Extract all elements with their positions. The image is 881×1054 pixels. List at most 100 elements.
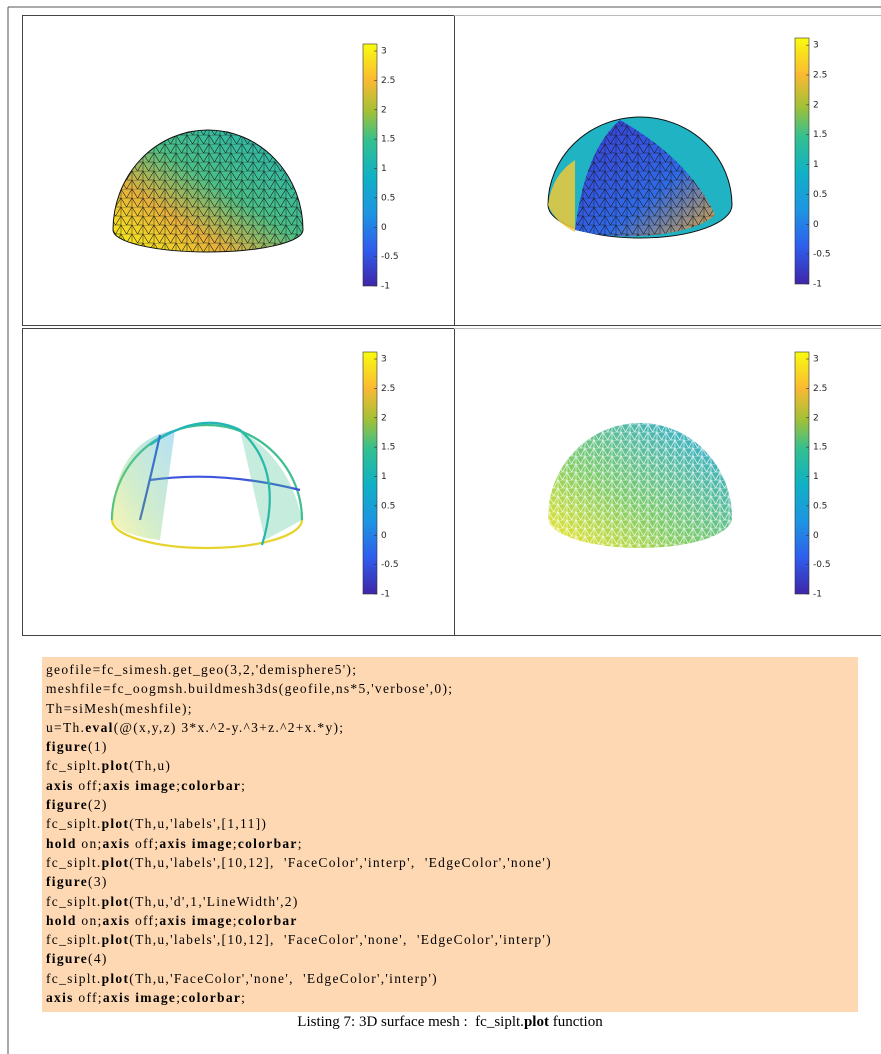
code-line: figure(4)	[46, 949, 858, 968]
code-line: figure(3)	[46, 872, 858, 891]
caption: Listing 7: 3D surface mesh : fc_siplt.pl…	[0, 1014, 881, 1031]
colorbar-tick-label: 2.5	[381, 76, 395, 86]
code-line: meshfile=fc_oogmsh.buildmesh3ds(geofile,…	[46, 679, 858, 698]
colorbar-tick-label: 1.5	[381, 135, 395, 145]
colorbar-tick-label: 1	[381, 164, 387, 174]
wireframe-mesh	[112, 430, 175, 540]
code-line: axis off;axis image;colorbar;	[46, 988, 858, 1007]
colorbar-tick-label: -1	[381, 590, 390, 600]
code-token: eval	[85, 719, 114, 735]
code-token: ;	[297, 835, 303, 851]
code-token: off;	[73, 990, 103, 1006]
colorbar-tick-label: 1	[381, 472, 387, 482]
colorbar-tick-label: 3	[381, 355, 387, 365]
code-token: ;	[176, 990, 182, 1006]
code-line: fc_siplt.plot(Th,u,'labels',[10,12], 'Fa…	[46, 930, 858, 949]
code-token: figure	[46, 739, 89, 755]
code-token: off;	[130, 912, 160, 928]
wireframe-mesh	[240, 430, 302, 540]
code-line: u=Th.eval(@(x,y,z) 3*x.^2-y.^3+z.^2+x.*y…	[46, 718, 858, 737]
code-token: (@(x,y,z) 3*x.^2-y.^3+z.^2+x.*y);	[113, 719, 345, 735]
code-token: plot	[101, 970, 130, 986]
code-token: figure	[46, 874, 89, 890]
code-line: fc_siplt.plot(Th,u,'labels',[10,12], 'Fa…	[46, 853, 858, 872]
colorbar-tick-label: -0.5	[381, 252, 399, 262]
code-token: plot	[523, 1014, 549, 1030]
code-token: colorbar	[237, 835, 298, 851]
colorbar-tick-label: -1	[813, 590, 822, 600]
colorbar-tick-label: 0.5	[381, 501, 395, 511]
code-line: hold on;axis off;axis image;colorbar	[46, 911, 858, 930]
code-token: figure	[46, 797, 89, 813]
code-token: plot	[101, 932, 130, 948]
code-token: u=Th.	[46, 719, 86, 735]
hemisphere-mesh	[112, 129, 304, 253]
code-token: fc_siplt.	[46, 893, 102, 909]
code-token: ;	[241, 777, 247, 793]
code-token: fc_siplt.	[46, 970, 102, 986]
code-token: plot	[101, 854, 130, 870]
code-token: (Th,u,'labels',[1,11])	[129, 816, 268, 832]
code-token: plot	[101, 816, 130, 832]
colorbar-tick-label: 1	[813, 472, 819, 482]
code-token: (Th,u,'labels',[10,12], 'FaceColor','non…	[129, 932, 552, 948]
code-token: (4)	[88, 951, 108, 967]
colorbar-tick-label: 2.5	[813, 71, 827, 81]
colorbar-tick-label: 2	[381, 105, 387, 115]
colorbar-tick-label: -0.5	[381, 560, 399, 570]
hemisphere-mesh	[548, 423, 732, 548]
code-token: off;	[73, 777, 103, 793]
colorbar-tick-label: 2	[813, 100, 819, 110]
hemisphere-mesh	[575, 120, 715, 237]
code-token: colorbar	[181, 777, 242, 793]
code-token: fc_siplt.	[46, 854, 102, 870]
colorbar-tick-label: 0	[813, 220, 819, 230]
code-listing: geofile=fc_simesh.get_geo(3,2,'demispher…	[42, 657, 858, 1012]
code-token: ;	[232, 912, 238, 928]
colorbar-tick-label: -1	[381, 282, 390, 292]
code-token: fc_siplt.	[46, 816, 102, 832]
colorbar-tick-label: 2.5	[813, 384, 827, 394]
code-token: ;	[241, 990, 247, 1006]
code-token: axis image	[159, 835, 233, 851]
code-token: colorbar	[181, 990, 242, 1006]
code-token: off;	[130, 835, 160, 851]
code-token: (Th,u,'d',1,'LineWidth',2)	[129, 893, 299, 909]
colorbar-tick-label: -0.5	[813, 250, 831, 260]
code-line: geofile=fc_simesh.get_geo(3,2,'demispher…	[46, 660, 858, 679]
colorbar-tick-label: 0	[381, 531, 387, 541]
code-line: fc_siplt.plot(Th,u)	[46, 756, 858, 775]
code-line: fc_siplt.plot(Th,u,'FaceColor','none', '…	[46, 969, 858, 988]
panel-frame	[22, 328, 455, 636]
code-line: figure(1)	[46, 737, 858, 756]
code-token: hold	[46, 912, 77, 928]
colorbar-tick-label: 0.5	[813, 190, 827, 200]
code-token: on;	[76, 835, 103, 851]
code-line: fc_siplt.plot(Th,u,'labels',[1,11])	[46, 814, 858, 833]
colorbar-tick-label: 1.5	[381, 443, 395, 453]
code-token: geofile=fc_simesh.get_geo(3,2,'demispher…	[46, 662, 358, 677]
colorbar	[362, 43, 378, 287]
code-line: hold on;axis off;axis image;colorbar;	[46, 834, 858, 853]
code-token: on;	[76, 912, 103, 928]
code-token: (2)	[88, 797, 108, 813]
code-token: ;	[232, 835, 238, 851]
colorbar-tick-label: 3	[813, 41, 819, 51]
code-line: Th=siMesh(meshfile);	[46, 699, 858, 718]
code-line: figure(2)	[46, 795, 858, 814]
code-token: plot	[101, 758, 130, 774]
code-token: axis	[102, 912, 131, 928]
code-token: (Th,u,'FaceColor','none', 'EdgeColor','i…	[129, 970, 438, 986]
code-token: meshfile=fc_oogmsh.buildmesh3ds(geofile,…	[46, 681, 454, 697]
colorbar-tick-label: -0.5	[813, 560, 831, 570]
colorbar-tick-label: 3	[381, 47, 387, 57]
colorbar-tick-label: 2	[381, 413, 387, 423]
hemisphere-side	[548, 160, 575, 232]
colorbar	[794, 37, 810, 285]
code-token: figure	[46, 951, 89, 967]
code-token: axis	[46, 990, 74, 1006]
code-token: ;	[176, 777, 182, 793]
colorbar-tick-label: 0	[813, 531, 819, 541]
